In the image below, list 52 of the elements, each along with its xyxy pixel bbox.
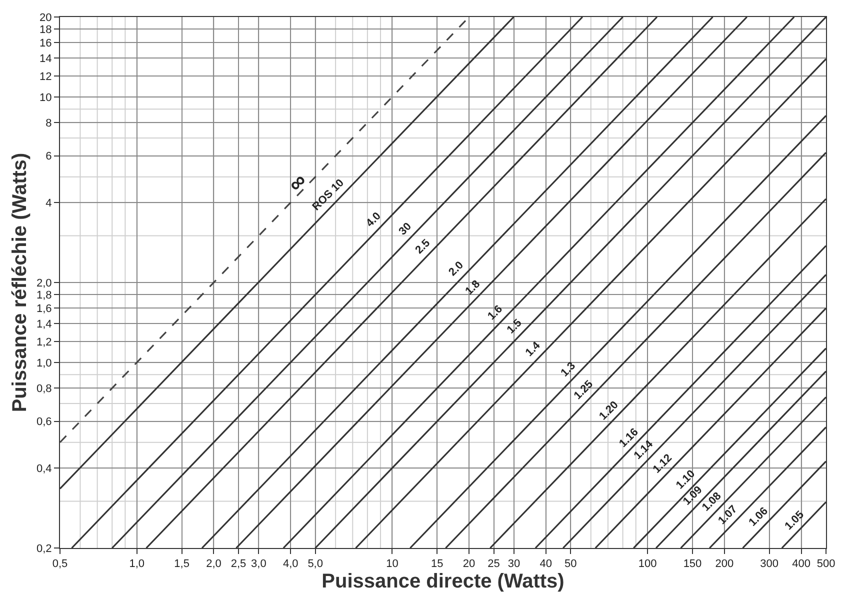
x-axis-title: Puissance directe (Watts)	[322, 570, 564, 593]
y-tick-label: 1,2	[36, 336, 52, 348]
y-tick-label: 8	[46, 118, 52, 130]
y-tick-label: 0,6	[36, 416, 52, 428]
annotation: 1.6	[486, 303, 505, 323]
x-tick-label: 30	[508, 558, 520, 570]
x-tick-label: 1,5	[174, 558, 190, 570]
y-tick-label: 12	[40, 70, 52, 83]
y-tick-label: 1,4	[36, 318, 52, 330]
x-tick-label: 1,0	[129, 558, 145, 570]
x-tick-label: 10	[386, 558, 398, 570]
y-tick-label: 18	[40, 24, 52, 36]
y-tick-label: 4	[46, 197, 52, 210]
y-tick-label: 14	[40, 52, 52, 65]
x-tick-label: 100	[638, 558, 657, 570]
x-tick-label: 15	[431, 558, 444, 570]
x-tick-label: 20	[462, 558, 476, 570]
y-tick-label: 0,4	[36, 462, 52, 475]
y-tick-label: 16	[40, 38, 52, 50]
annotation: 4.0	[364, 210, 384, 230]
x-tick-label: 2,5	[230, 558, 246, 570]
annotation: 1.8	[463, 278, 483, 298]
y-tick-label: 10	[40, 92, 52, 104]
y-tick-label: 1,8	[36, 290, 52, 302]
y-axis-title: Puissance réfléchie (Watts)	[9, 152, 32, 412]
annotation: 1.3	[558, 360, 578, 380]
y-tick-label: 6	[46, 150, 52, 163]
x-tick-label: 5,0	[308, 558, 323, 570]
x-tick-label: 400	[792, 558, 810, 570]
annotation: 1.4	[523, 339, 544, 359]
x-tick-label: 0,5	[52, 558, 68, 570]
y-tick-label: 1,6	[36, 303, 52, 316]
annotation: 2.0	[446, 259, 466, 279]
x-tick-label: 40	[540, 558, 552, 570]
annotation: 1.5	[504, 317, 524, 336]
x-tick-label: 25	[488, 558, 500, 570]
x-tick-label: 3,0	[251, 558, 266, 570]
x-tick-label: 2,0	[206, 558, 222, 570]
annotation: 2.5	[413, 237, 433, 256]
y-tick-label: 1,0	[36, 357, 52, 370]
annotation: 30	[396, 220, 414, 238]
y-tick-label: 20	[40, 12, 52, 24]
x-tick-label: 50	[564, 558, 577, 570]
x-tick-label: 4,0	[282, 558, 298, 570]
x-tick-label: 200	[715, 558, 734, 570]
x-tick-label: 500	[816, 558, 836, 570]
y-tick-label: 2,0	[36, 277, 52, 290]
x-tick-label: 150	[683, 558, 702, 570]
y-tick-label: 0,8	[36, 383, 52, 395]
annotation: ∞	[282, 168, 312, 197]
y-tick-label: 0,2	[36, 542, 52, 555]
x-tick-label: 300	[760, 558, 779, 570]
